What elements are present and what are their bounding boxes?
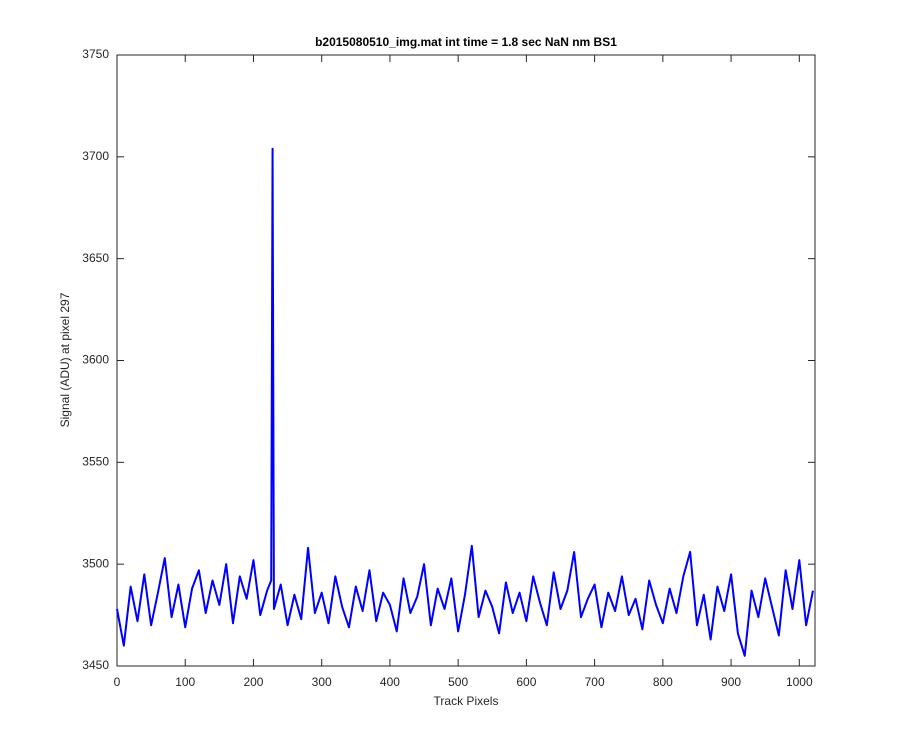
- x-tick-label: 0: [114, 675, 121, 689]
- data-line: [116, 147, 814, 657]
- x-tick-label: 300: [312, 675, 332, 689]
- x-tick-label: 500: [448, 675, 468, 689]
- y-tick-label: 3500: [82, 556, 109, 570]
- y-tick-label: 3450: [82, 658, 109, 672]
- chart-title: b2015080510_img.mat int time = 1.8 sec N…: [315, 35, 617, 49]
- x-tick-label: 400: [380, 675, 400, 689]
- x-tick-label: 600: [516, 675, 536, 689]
- y-axis-label: Signal (ADU) at pixel 297: [58, 292, 72, 427]
- y-tick-label: 3600: [82, 353, 109, 367]
- x-tick-label: 900: [721, 675, 741, 689]
- x-tick-label: 100: [175, 675, 195, 689]
- y-tick-label: 3650: [82, 251, 109, 265]
- y-tick-label: 3750: [82, 47, 109, 61]
- y-tick-label: 3550: [82, 455, 109, 469]
- x-tick-label: 1000: [786, 675, 813, 689]
- plot-frame: [116, 54, 816, 667]
- x-axis-label: Track Pixels: [434, 694, 499, 708]
- x-tick-label: 800: [653, 675, 673, 689]
- x-tick-label: 700: [585, 675, 605, 689]
- y-tick-label: 3700: [82, 149, 109, 163]
- x-tick-label: 200: [243, 675, 263, 689]
